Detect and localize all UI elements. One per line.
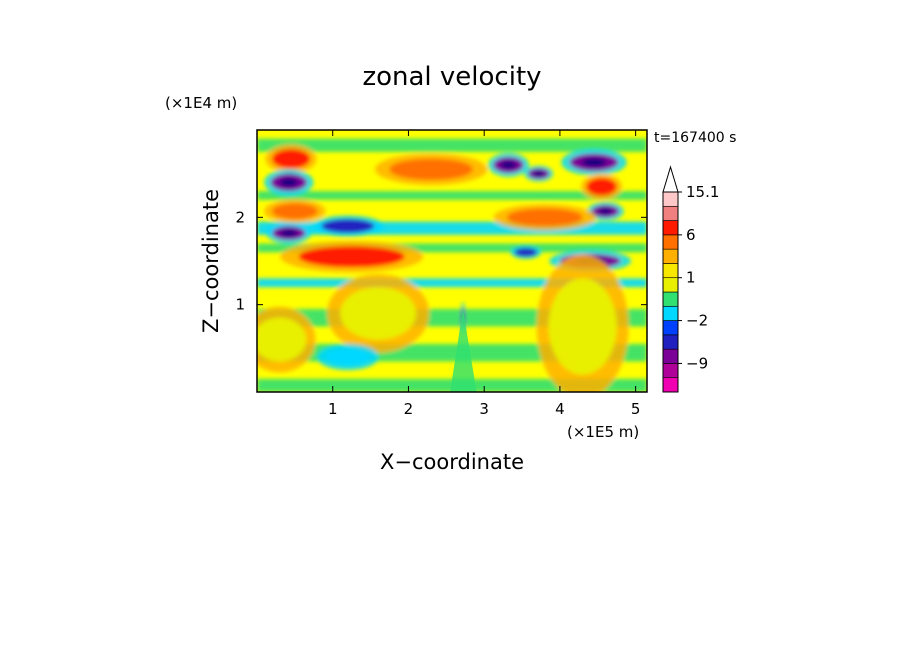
field-feature-core [598, 208, 613, 214]
colorbar-swatch [662, 277, 679, 293]
colorbar-swatch [662, 334, 679, 350]
field-feature [586, 178, 617, 196]
field-feature [389, 158, 473, 180]
x-multiplier-label: (×1E5 m) [567, 423, 639, 441]
plot-area [257, 130, 647, 392]
field-feature [272, 203, 318, 220]
x-tick-label: 5 [631, 400, 641, 418]
colorbar-swatch [662, 191, 679, 207]
colorbar-swatch [662, 205, 679, 221]
field-feature [340, 287, 417, 340]
colorbar-swatch [662, 305, 679, 321]
colorbar-swatch [662, 348, 679, 364]
x-tick-label: 3 [479, 400, 489, 418]
field-band [257, 138, 647, 152]
field-feature [298, 246, 405, 268]
y-multiplier-label: (×1E4 m) [165, 94, 237, 112]
field-feature-core [280, 229, 298, 237]
colorbar-swatch [662, 248, 679, 264]
y-axis-label: Z−coordinate [199, 189, 223, 333]
colorbar-tick-label: −2 [686, 312, 708, 330]
field-feature-core [581, 158, 607, 167]
colorbar-swatch [662, 291, 679, 307]
field-feature [272, 149, 311, 169]
x-tick-label: 4 [555, 400, 565, 418]
field-feature-core [279, 178, 298, 187]
colorbar-tick-label: 6 [686, 226, 696, 244]
field-band [257, 278, 647, 288]
field-feature [506, 208, 583, 227]
colorbar-frame [662, 191, 679, 393]
x-tick-label: 1 [328, 400, 338, 418]
colorbar-tick-label: 1 [686, 269, 696, 287]
x-axis-label: X−coordinate [380, 450, 524, 474]
x-tick-label: 2 [404, 400, 414, 418]
field-spike [450, 309, 477, 392]
y-tick-label: 1 [235, 296, 245, 314]
field-feature-core [533, 171, 545, 177]
colorbar-swatch [662, 363, 679, 379]
time-label: t=167400 s [654, 130, 736, 146]
colorbar-swatch [662, 320, 679, 336]
colorbar-swatch [662, 263, 679, 279]
field-feature [257, 317, 307, 362]
x-axis: 1 2 3 4 5 [328, 130, 640, 418]
field-feature-core [500, 161, 516, 169]
colorbar: 15.1 6 1 −2 −9 [662, 165, 719, 393]
field-feature [325, 348, 371, 366]
field-feature [548, 278, 617, 375]
colorbar-tick-label: −9 [686, 354, 708, 372]
colorbar-swatch [662, 220, 679, 236]
chart-title: zonal velocity [362, 62, 541, 92]
field-feature [514, 247, 538, 257]
colorbar-swatch [662, 377, 679, 393]
y-axis: 12 [235, 208, 647, 314]
colorbar-swatch [662, 234, 679, 250]
field-feature [321, 219, 375, 234]
y-tick-label: 2 [235, 208, 245, 226]
field-band [257, 243, 647, 253]
colorbar-extend-arrow [662, 165, 679, 193]
field-band [257, 191, 647, 200]
plot-frame [256, 129, 648, 393]
colorbar-tick-label: 15.1 [686, 183, 719, 201]
